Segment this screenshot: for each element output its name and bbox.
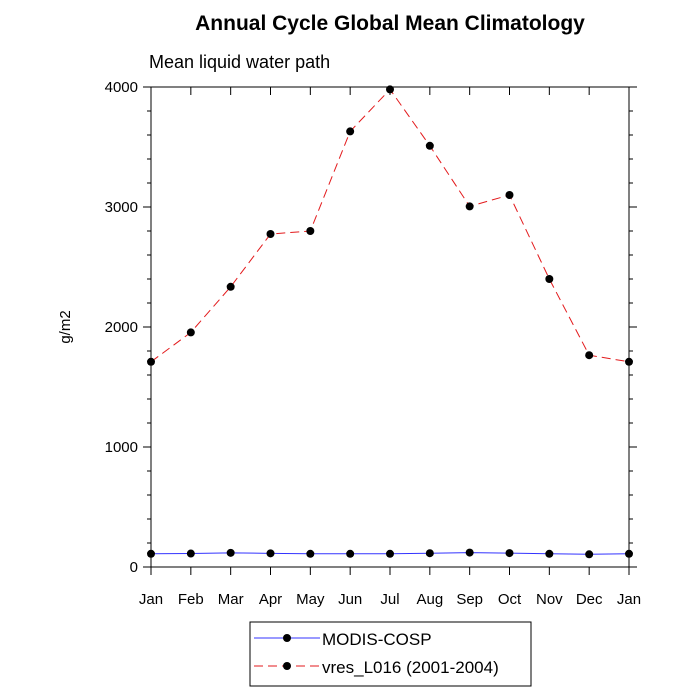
- data-point-1: [147, 357, 155, 366]
- data-point-0: [346, 549, 355, 558]
- y-axis-label: g/m2: [57, 310, 74, 343]
- data-point-1: [585, 351, 594, 360]
- x-tick-label: Nov: [536, 591, 563, 608]
- series-layer: [147, 85, 633, 559]
- data-point-1: [465, 202, 474, 211]
- data-point-0: [425, 549, 434, 558]
- data-point-0: [186, 549, 195, 558]
- x-tick-label: Mar: [218, 591, 244, 608]
- y-tick-label: 1000: [105, 439, 138, 456]
- data-point-0: [386, 549, 394, 558]
- x-tick-label: Jun: [338, 591, 362, 608]
- data-point-1: [505, 191, 514, 199]
- x-tick-label: Dec: [576, 591, 603, 608]
- x-tick-label: Oct: [498, 591, 522, 608]
- data-point-1: [346, 127, 355, 136]
- x-tick-label: Feb: [178, 591, 204, 608]
- axes-ticks: Jan Feb Mar Apr May Jun Jul Aug Sep Oct Nov Dec Jan0…: [105, 79, 641, 608]
- legend-marker-0: [283, 634, 291, 642]
- x-tick-label: Apr: [259, 591, 282, 608]
- data-point-0: [505, 549, 514, 558]
- data-point-1: [425, 141, 434, 150]
- x-tick-label: May: [296, 591, 325, 608]
- series-line-1: [150, 88, 630, 363]
- y-tick-label: 2000: [105, 319, 138, 336]
- legend-label-modis-cosp: MODIS-COSP: [322, 630, 432, 649]
- data-point-0: [306, 549, 315, 558]
- legend-label-vres-l016: vres_L016 (2001-2004): [322, 658, 499, 677]
- chart-title: Annual Cycle Global Mean Climatology: [195, 12, 585, 35]
- data-point-0: [266, 549, 275, 558]
- data-point-1: [545, 275, 554, 283]
- data-point-0: [625, 549, 633, 558]
- x-tick-label: Jul: [380, 591, 399, 608]
- data-point-0: [226, 548, 235, 557]
- data-point-1: [226, 282, 235, 291]
- y-tick-label: 3000: [105, 199, 138, 216]
- y-tick-label: 4000: [105, 79, 138, 96]
- x-tick-label: Jan: [617, 591, 641, 608]
- chart-subtitle: Mean liquid water path: [149, 52, 330, 72]
- legend: MODIS-COSP vres_L016 (2001-2004): [249, 621, 532, 687]
- data-point-0: [545, 549, 554, 558]
- x-tick-label: Sep: [456, 591, 483, 608]
- data-point-1: [186, 328, 195, 337]
- data-point-0: [465, 548, 474, 557]
- data-point-1: [306, 227, 315, 235]
- data-point-0: [585, 550, 594, 559]
- x-tick-label: Jan: [139, 591, 163, 608]
- legend-swatches: [254, 634, 320, 670]
- data-point-1: [266, 230, 275, 238]
- data-point-1: [625, 357, 633, 366]
- data-point-1: [386, 85, 394, 94]
- y-tick-label: 0: [130, 559, 138, 576]
- data-point-0: [147, 549, 155, 558]
- x-tick-label: Aug: [416, 591, 443, 608]
- plot-frame: [150, 86, 630, 568]
- legend-box: [249, 621, 532, 687]
- legend-marker-1: [283, 662, 291, 670]
